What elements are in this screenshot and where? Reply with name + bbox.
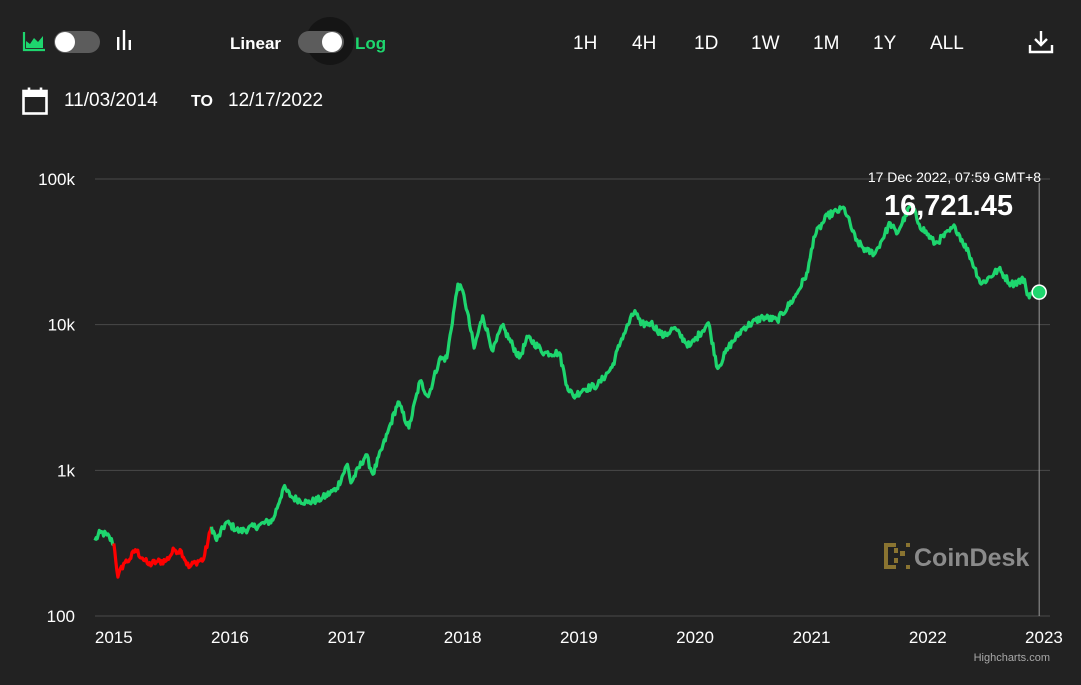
- toggle-knob: [322, 32, 342, 52]
- y-axis-tick-label: 10k: [48, 316, 76, 335]
- linear-scale-label[interactable]: Linear: [230, 34, 282, 53]
- coindesk-logo-block: [894, 548, 898, 553]
- x-axis-tick-label: 2020: [676, 628, 714, 647]
- candlestick-chart-icon[interactable]: [114, 30, 134, 50]
- x-axis-tick-label: 2019: [560, 628, 598, 647]
- coindesk-logo-block: [884, 543, 896, 547]
- range-button-1y[interactable]: 1Y: [873, 33, 897, 54]
- x-axis-tick-label: 2018: [444, 628, 482, 647]
- x-axis-tick-label: 2016: [211, 628, 249, 647]
- range-button-1h[interactable]: 1H: [573, 33, 598, 54]
- tooltip-timestamp: 17 Dec 2022, 07:59 GMT+8: [868, 169, 1041, 185]
- chart-type-toggle[interactable]: [54, 31, 100, 53]
- x-axis-tick-label: 2017: [328, 628, 366, 647]
- coindesk-watermark: CoinDesk: [884, 543, 1029, 572]
- y-axis-tick-label: 1k: [57, 461, 75, 480]
- x-axis-tick-label: 2021: [793, 628, 831, 647]
- range-button-4h[interactable]: 4H: [632, 33, 657, 54]
- x-axis-tick-label: 2015: [95, 628, 133, 647]
- start-date-field[interactable]: 11/03/2014: [64, 90, 158, 111]
- log-scale-label[interactable]: Log: [355, 34, 387, 53]
- hover-point-marker[interactable]: [1031, 284, 1047, 300]
- price-line-up[interactable]: [209, 202, 1041, 543]
- price-line-down[interactable]: [112, 526, 214, 579]
- watermark-text: CoinDesk: [914, 544, 1029, 572]
- end-date-field[interactable]: 12/17/2022: [228, 90, 324, 111]
- highcharts-credits[interactable]: Highcharts.com: [974, 652, 1050, 664]
- range-button-1d[interactable]: 1D: [694, 33, 719, 54]
- x-axis-tick-label: 2022: [909, 628, 947, 647]
- date-range-to-label: TO: [191, 93, 213, 110]
- log-scale-toggle[interactable]: [298, 31, 344, 53]
- calendar-icon[interactable]: [22, 87, 48, 115]
- coindesk-logo-block: [900, 551, 905, 556]
- price-line-up[interactable]: [93, 528, 115, 546]
- range-button-1w[interactable]: 1W: [751, 33, 780, 54]
- y-axis-tick-label: 100k: [38, 170, 75, 189]
- coindesk-logo-block: [894, 558, 898, 563]
- area-chart-icon[interactable]: [22, 30, 46, 52]
- download-icon[interactable]: [1028, 29, 1054, 55]
- range-button-all[interactable]: ALL: [930, 33, 964, 54]
- coindesk-logo-block: [906, 543, 910, 547]
- range-button-1m[interactable]: 1M: [813, 33, 840, 54]
- tooltip-value: 16,721.45: [884, 190, 1013, 222]
- coindesk-logo-block: [906, 565, 910, 569]
- chart-toolbar: Linear Log 1H 4H 1D 1W 1M 1Y ALL: [0, 0, 1081, 86]
- x-axis-tick-label: 2023: [1025, 628, 1063, 647]
- coindesk-logo-block: [884, 565, 896, 569]
- toggle-knob: [55, 32, 75, 52]
- coindesk-logo-block: [884, 543, 888, 569]
- y-axis-tick-label: 100: [47, 607, 75, 626]
